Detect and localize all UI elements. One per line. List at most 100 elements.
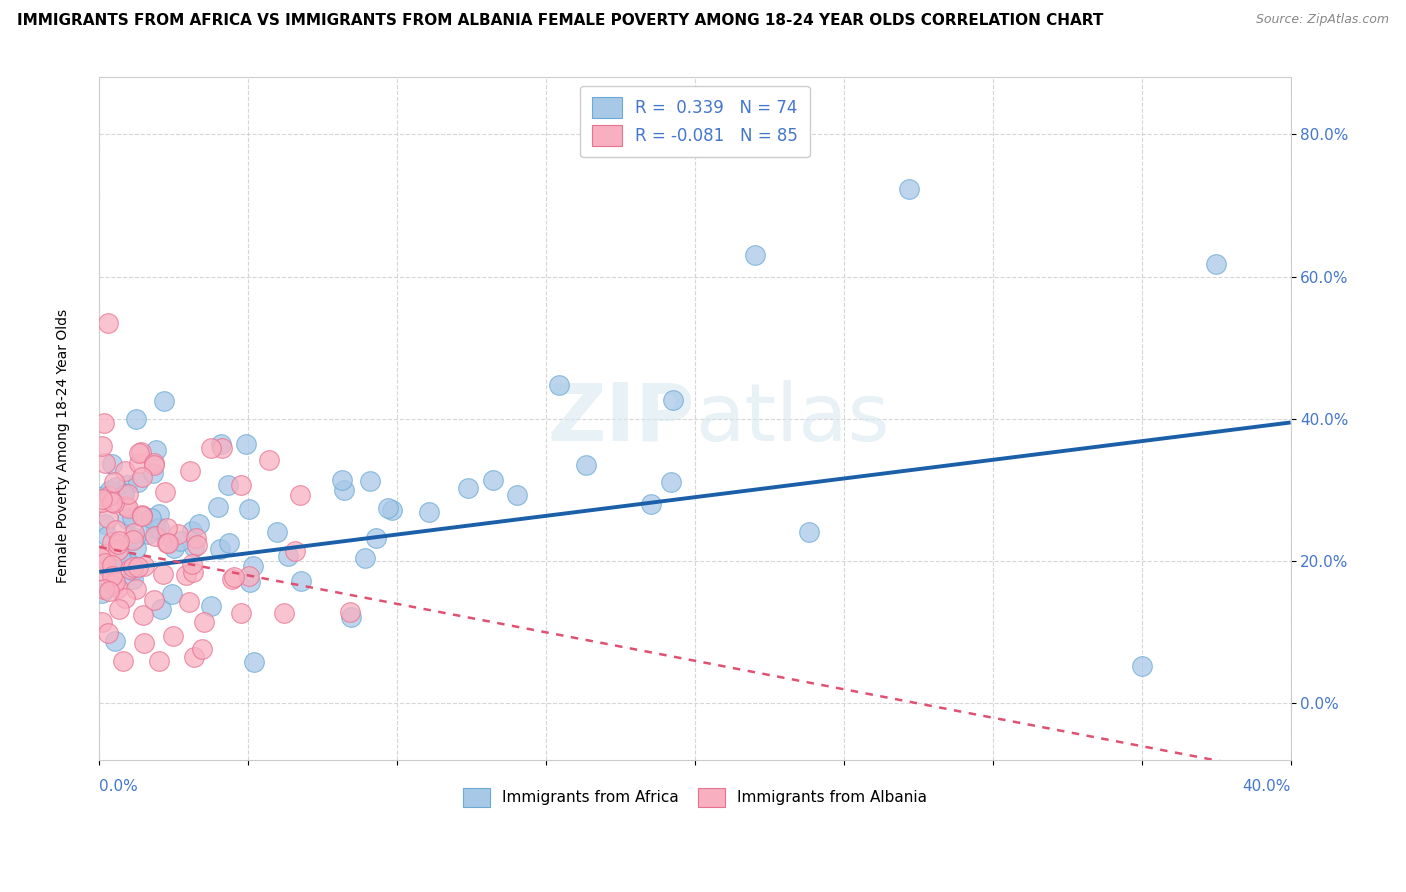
Point (183, 649, 205, 664)
Point (96, 560, 118, 574)
Point (353, 550, 375, 565)
Point (131, 508, 153, 523)
Point (91, 439, 114, 453)
Point (128, 446, 150, 460)
Point (131, 607, 153, 622)
Text: 40.0%: 40.0% (1243, 779, 1291, 794)
Text: Female Poverty Among 18-24 Year Olds: Female Poverty Among 18-24 Year Olds (56, 309, 70, 583)
Point (156, 536, 179, 550)
Point (160, 587, 183, 601)
Point (200, 441, 222, 455)
Point (277, 549, 299, 563)
Point (148, 521, 170, 535)
Point (221, 572, 243, 586)
Point (153, 484, 176, 499)
Point (103, 634, 125, 648)
Point (235, 437, 257, 451)
Point (91, 490, 114, 504)
Point (148, 507, 170, 521)
Text: 0.0%: 0.0% (100, 779, 138, 794)
Point (744, 248, 766, 262)
Point (188, 516, 211, 531)
Point (575, 458, 598, 473)
Point (93, 416, 115, 430)
Point (93, 557, 115, 571)
Point (107, 537, 129, 551)
Point (457, 481, 479, 495)
Point (127, 560, 149, 574)
Point (190, 641, 212, 656)
Point (115, 512, 138, 526)
Point (184, 531, 207, 545)
Point (179, 464, 201, 478)
Point (381, 502, 404, 516)
Point (124, 412, 146, 426)
Point (104, 523, 127, 537)
Point (114, 464, 136, 478)
Point (121, 510, 143, 524)
Point (101, 558, 124, 572)
Point (112, 654, 135, 668)
Point (143, 529, 166, 543)
Point (174, 568, 197, 582)
Point (93, 582, 115, 596)
Point (125, 541, 148, 555)
Point (156, 536, 179, 550)
Point (110, 552, 132, 566)
Point (131, 470, 153, 484)
Point (108, 601, 131, 615)
Point (100, 483, 122, 497)
Point (115, 478, 138, 492)
Point (91, 615, 114, 629)
Point (218, 536, 240, 550)
Point (290, 488, 312, 502)
Point (207, 500, 229, 515)
Point (333, 483, 356, 497)
Point (115, 500, 138, 514)
Point (143, 458, 166, 472)
Point (103, 475, 125, 490)
Point (105, 479, 128, 493)
Point (156, 521, 179, 535)
Point (132, 558, 155, 573)
Point (481, 473, 503, 487)
Point (91, 586, 114, 600)
Point (98, 489, 121, 503)
Point (1130, 659, 1153, 673)
Point (243, 656, 266, 670)
Point (141, 511, 163, 525)
Point (122, 525, 145, 540)
Point (112, 486, 135, 500)
Point (94, 456, 117, 470)
Point (222, 570, 245, 584)
Point (217, 478, 239, 492)
Point (183, 540, 205, 554)
Point (103, 496, 125, 510)
Point (101, 457, 124, 471)
Text: atlas: atlas (695, 380, 890, 458)
Point (284, 544, 307, 558)
Point (143, 456, 166, 470)
Point (242, 558, 264, 573)
Point (97, 584, 120, 599)
Point (340, 610, 363, 624)
Point (238, 569, 260, 583)
Point (91, 491, 114, 506)
Point (117, 501, 139, 516)
Point (138, 527, 160, 541)
Point (662, 393, 685, 408)
Point (97, 316, 120, 330)
Point (101, 578, 124, 592)
Point (238, 502, 260, 516)
Point (163, 541, 186, 555)
Point (181, 565, 204, 579)
Point (114, 591, 136, 605)
Point (153, 393, 176, 408)
Point (290, 574, 312, 588)
Point (93, 547, 115, 561)
Point (339, 605, 361, 619)
Point (107, 534, 129, 549)
Point (97, 625, 120, 640)
Point (129, 445, 152, 459)
Point (117, 487, 139, 501)
